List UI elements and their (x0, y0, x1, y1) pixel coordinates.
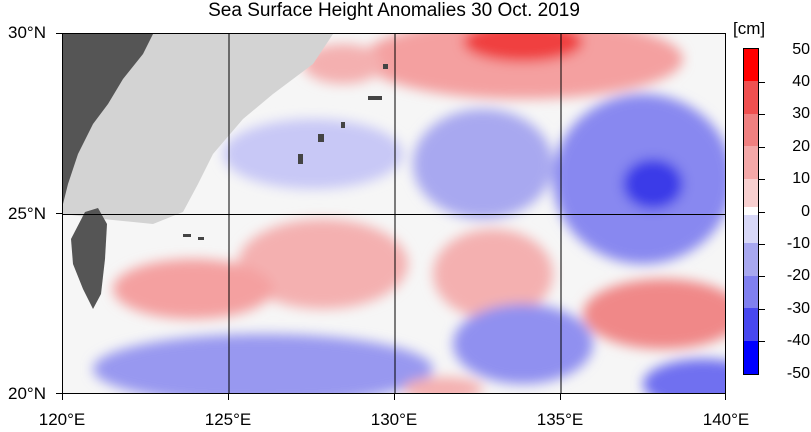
colorbar-tick (759, 276, 765, 278)
colorbar-segment (744, 308, 758, 342)
colorbar-segment (744, 211, 758, 245)
lat-label-25n: 25°N (8, 204, 46, 223)
positive-anomaly-peak (463, 34, 583, 62)
no-data-region (63, 34, 333, 224)
colorbar-tick (759, 308, 765, 310)
anomaly-field (93, 34, 725, 393)
map-canvas (63, 34, 725, 393)
ssh-anomaly-map (62, 33, 726, 394)
lon-label-120e: 120°E (38, 410, 86, 429)
negative-anomaly-3 (223, 119, 403, 189)
island-chain (183, 64, 388, 240)
lon-tick (394, 394, 395, 400)
colorbar-label: -50 (786, 364, 810, 382)
gridlines (63, 34, 725, 393)
colorbar-segment (744, 178, 758, 212)
lon-tick (228, 394, 229, 400)
island (318, 134, 324, 142)
colorbar-label: 50 (792, 40, 810, 58)
colorbar-tick (759, 81, 765, 83)
colorbar-tick (759, 341, 765, 343)
island (383, 64, 388, 69)
lon-label-135e: 135°E (536, 410, 584, 429)
colorbar-segment (744, 81, 758, 115)
colorbar-label: 40 (792, 72, 810, 90)
colorbar-tick (759, 211, 765, 213)
colorbar-tick (759, 114, 765, 116)
map-title: Sea Surface Height Anomalies 30 Oct. 201… (208, 0, 580, 21)
lat-label-30n: 30°N (8, 23, 46, 42)
colorbar-label: 0 (801, 202, 810, 220)
positive-anomaly-se (583, 279, 725, 349)
lat-tick (56, 33, 62, 34)
colorbar-segment (744, 340, 758, 374)
colorbar-label: 10 (792, 170, 810, 188)
colorbar-segment (744, 113, 758, 148)
island (341, 122, 345, 128)
colorbar-segment (744, 243, 758, 277)
colorbar (743, 48, 759, 375)
colorbar-zero-band (744, 207, 758, 215)
negative-anomaly-far-se (643, 359, 725, 393)
lat-tick (56, 393, 62, 394)
colorbar-tick (759, 179, 765, 181)
lat-tick (56, 213, 62, 214)
lon-tick (62, 394, 63, 400)
lat-label-20n: 20°N (8, 384, 46, 403)
colorbar-label: -30 (786, 299, 810, 317)
lon-label-130e: 130°E (370, 410, 418, 429)
positive-anomaly-center (433, 229, 553, 319)
colorbar-label: -10 (786, 234, 810, 252)
colorbar-segment (744, 146, 758, 180)
positive-anomaly-west (113, 259, 273, 319)
colorbar-label: -20 (786, 267, 810, 285)
lon-tick (725, 394, 726, 400)
negative-anomaly-se (453, 304, 593, 384)
island (298, 154, 303, 164)
land-mainland (63, 34, 153, 204)
colorbar-tick (759, 243, 765, 245)
colorbar-label: 20 (792, 137, 810, 155)
colorbar-segment (744, 49, 758, 83)
lon-label-140e: 140°E (702, 410, 750, 429)
negative-anomaly-1 (413, 109, 553, 219)
positive-anomaly-north (363, 34, 683, 99)
positive-anomaly-south (403, 377, 483, 393)
colorbar-tick (759, 146, 765, 148)
island (198, 237, 204, 240)
negative-anomaly-south (93, 334, 433, 393)
positive-anomaly-mid (238, 219, 408, 309)
lon-tick (560, 394, 561, 400)
negative-anomaly-core (623, 159, 683, 209)
colorbar-label: 30 (792, 105, 810, 123)
island (183, 234, 191, 237)
colorbar-unit: [cm] (733, 19, 766, 38)
island (368, 96, 382, 100)
land-taiwan (71, 208, 107, 309)
positive-anomaly-nw (303, 44, 383, 84)
colorbar-label: -40 (786, 332, 810, 350)
colorbar-segment (744, 275, 758, 310)
lon-label-125e: 125°E (204, 410, 252, 429)
